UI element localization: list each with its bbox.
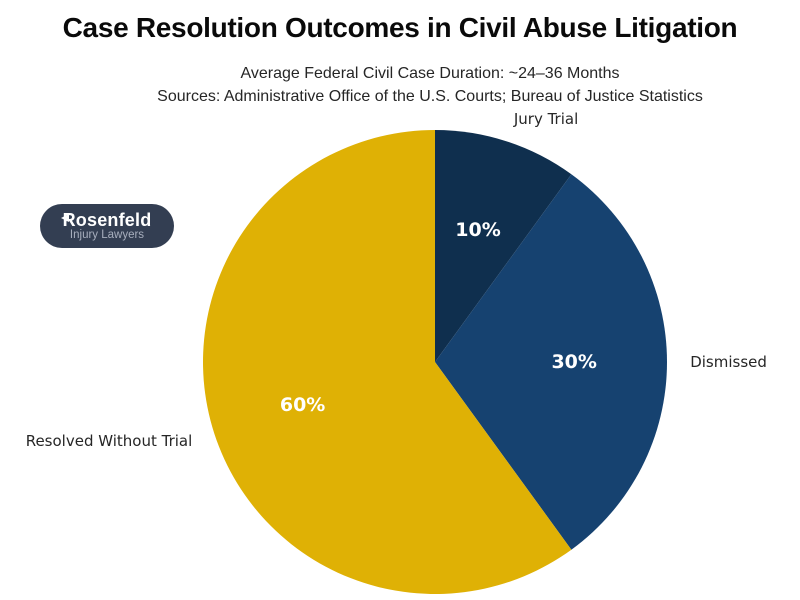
subtitle-line-sources: Sources: Administrative Office of the U.…	[157, 88, 703, 105]
pie-slice-resolved-without-trial[interactable]	[203, 130, 572, 594]
rosenfeld-logo: Rosenfeld Injury Lawyers	[40, 204, 174, 248]
pie-slice-jury-trial[interactable]	[435, 130, 572, 362]
logo-brand-name: Rosenfeld	[62, 209, 152, 230]
left-arrow-icon	[61, 214, 69, 222]
chart-subtitle: Average Federal Civil Case Duration: ~24…	[157, 62, 703, 108]
pie-slice-dismissed[interactable]	[435, 174, 668, 550]
logo-brand-tagline: Injury Lawyers	[69, 228, 145, 241]
subtitle-line-duration: Average Federal Civil Case Duration: ~24…	[240, 65, 620, 82]
page-title: Case Resolution Outcomes in Civil Abuse …	[62, 12, 738, 43]
